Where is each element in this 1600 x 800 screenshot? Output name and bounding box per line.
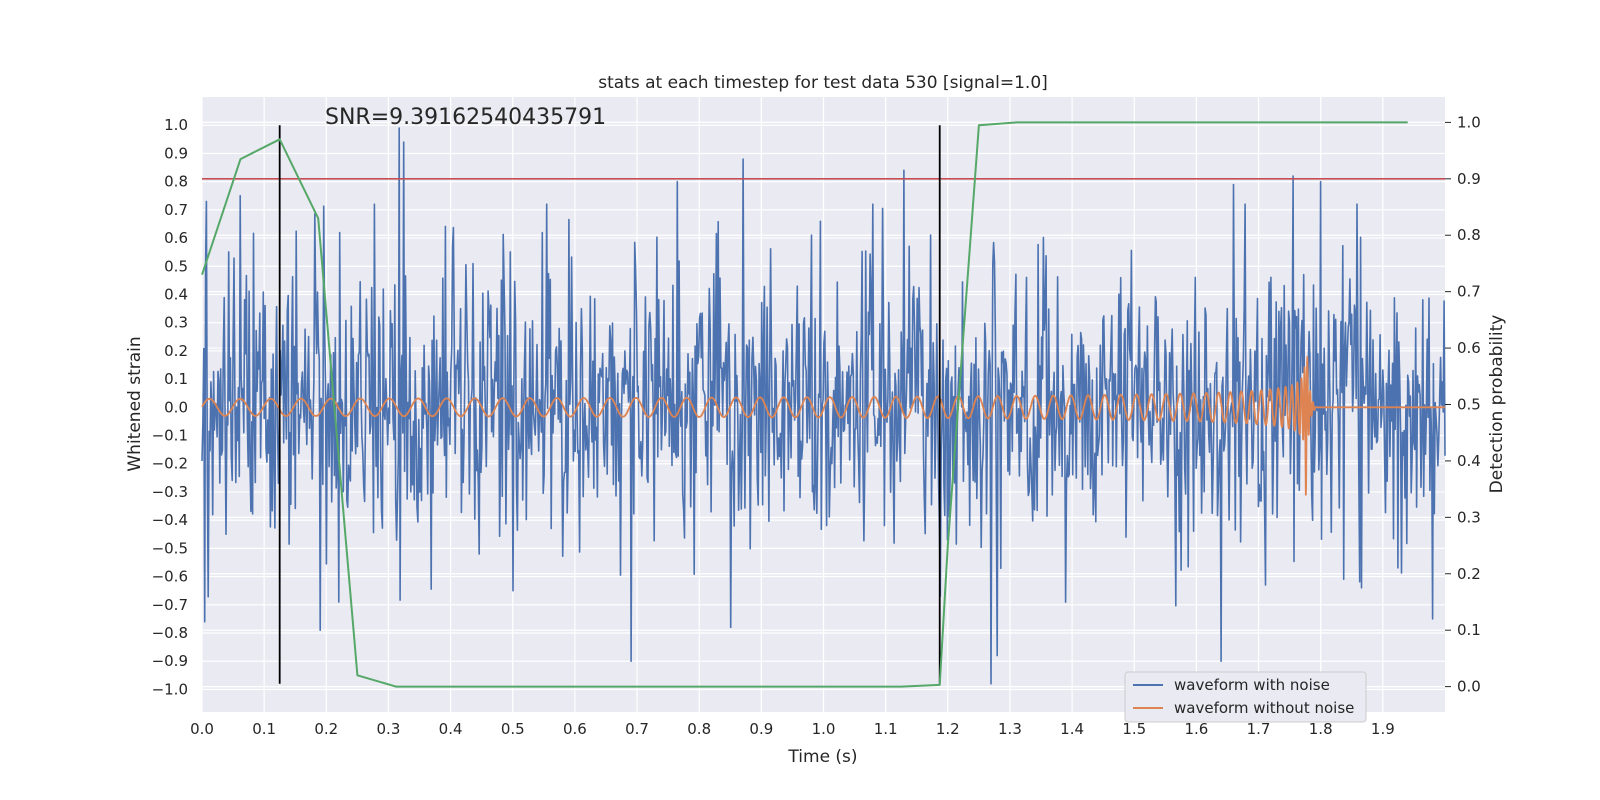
y-left-tick-label: −0.7 [152, 596, 188, 614]
x-tick-label: 0.1 [252, 720, 276, 738]
legend-noise-label: waveform with noise [1174, 676, 1330, 694]
detection-probability-line [201, 121, 1408, 688]
y-right-tick-label: 0.8 [1457, 226, 1481, 244]
y-right-tick-label: 0.1 [1457, 621, 1481, 639]
y-left-tick-label: −0.4 [152, 511, 188, 529]
y-left-tick-label: 0.0 [164, 398, 188, 416]
x-tick-label: 1.3 [998, 720, 1022, 738]
x-tick-label: 1.6 [1184, 720, 1208, 738]
x-tick-label: 1.7 [1247, 720, 1271, 738]
y-left-tick-label: 0.8 [164, 173, 188, 191]
y-right-tick-label: 0.3 [1457, 508, 1481, 526]
y-left-tick-label: −0.5 [152, 539, 188, 557]
legend: waveform with noise waveform without noi… [1124, 671, 1367, 723]
x-tick-label: 1.1 [874, 720, 898, 738]
y-left-tick-label: 0.7 [164, 201, 188, 219]
legend-clean-label: waveform without noise [1174, 699, 1354, 717]
y-left-tick-label: −1.0 [152, 680, 188, 698]
y-left-tick-label: 0.4 [164, 285, 188, 303]
y-left-tick-label: 0.6 [164, 229, 188, 247]
x-tick-label: 0.6 [563, 720, 587, 738]
y-right-tick-labels: 1.0 0.9 0.8 0.7 0.6 0.5 0.4 0.3 0.2 0.1 0.0 [1445, 113, 1481, 696]
y-right-tick-label: 0.0 [1457, 678, 1481, 696]
legend-box [1124, 671, 1367, 723]
y-left-tick-label: −0.2 [152, 455, 188, 473]
x-tick-label: 1.8 [1309, 720, 1333, 738]
x-tick-label: 0.0 [190, 720, 214, 738]
y-left-axis-label: Whitened strain [125, 336, 145, 471]
waveform-with-noise-line [201, 127, 1446, 685]
y-left-tick-label: 1.0 [164, 116, 188, 134]
x-tick-label: 1.5 [1122, 720, 1146, 738]
y-right-tick-label: 0.4 [1457, 452, 1481, 470]
chart-title: stats at each timestep for test data 530… [598, 73, 1048, 93]
y-right-tick-label: 1.0 [1457, 113, 1481, 131]
y-left-tick-label: −0.8 [152, 624, 188, 642]
y-left-tick-label: 0.1 [164, 370, 188, 388]
y-right-tick-label: 0.7 [1457, 283, 1481, 301]
x-tick-label: 0.8 [687, 720, 711, 738]
y-left-tick-label: 0.3 [164, 314, 188, 332]
x-tick-label: 0.7 [625, 720, 649, 738]
y-left-tick-label: −0.1 [152, 427, 188, 445]
y-left-tick-label: −0.9 [152, 652, 188, 670]
y-right-tick-label: 0.9 [1457, 170, 1481, 188]
x-tick-label: 0.5 [501, 720, 525, 738]
y-right-tick-label: 0.2 [1457, 565, 1481, 583]
x-tick-label: 0.3 [377, 720, 401, 738]
y-left-tick-labels: 1.0 0.9 0.8 0.7 0.6 0.5 0.4 0.3 0.2 0.1 0.0 −0.1 −0.… [152, 116, 188, 698]
series-layer [201, 121, 1446, 688]
x-tick-label: 1.0 [812, 720, 836, 738]
y-left-tick-label: −0.3 [152, 483, 188, 501]
y-left-tick-label: −0.6 [152, 568, 188, 586]
x-tick-label: 0.2 [314, 720, 338, 738]
x-axis-label: Time (s) [787, 747, 857, 767]
y-left-tick-label: 0.9 [164, 144, 188, 162]
snr-annotation: SNR=9.39162540435791 [325, 105, 606, 130]
waveform-without-noise-line [201, 355, 1446, 496]
y-left-tick-label: 0.5 [164, 257, 188, 275]
y-right-tick-label: 0.5 [1457, 396, 1481, 414]
x-tick-label: 1.2 [936, 720, 960, 738]
y-left-tick-label: 0.2 [164, 342, 188, 360]
y-right-axis-label: Detection probability [1487, 315, 1507, 494]
y-right-tick-label: 0.6 [1457, 339, 1481, 357]
x-tick-label: 0.9 [749, 720, 773, 738]
x-tick-label: 1.4 [1060, 720, 1084, 738]
x-tick-labels: 0.0 0.1 0.2 0.3 0.4 0.5 0.6 0.7 0.8 0.9 1.0 1.1 1.2 1… [190, 720, 1395, 738]
x-tick-label: 0.4 [439, 720, 463, 738]
x-tick-label: 1.9 [1371, 720, 1395, 738]
